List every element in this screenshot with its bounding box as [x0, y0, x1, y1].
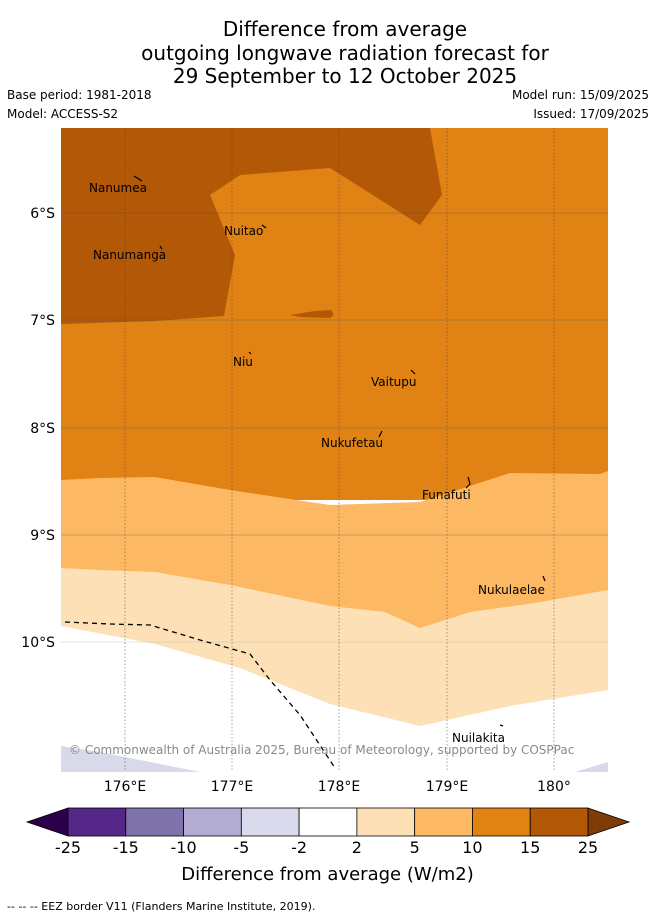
colorbar-tick-label: 5: [410, 838, 420, 857]
colorbar-tick-label: -10: [170, 838, 196, 857]
lat-tick-9s: 9°S: [30, 528, 55, 544]
lon-tick-177e: 177°E: [211, 779, 254, 795]
lat-tick-10s: 10°S: [21, 635, 55, 651]
gridlines: [61, 212, 608, 643]
lon-tick-180: 180°: [537, 779, 571, 795]
colorbar-tick-label: -25: [55, 838, 81, 857]
colorbar-tick-label: -5: [233, 838, 249, 857]
region-15-25-north: [61, 128, 442, 324]
place-label-funafuti: Funafuti: [422, 488, 471, 502]
colorbar-under-arrow: [25, 807, 69, 837]
place-label-nuilakita: Nuilakita: [452, 731, 505, 745]
eez-border: [64, 621, 336, 769]
colorbar-tick-label: -15: [113, 838, 139, 857]
lat-tick-8s: 8°S: [30, 421, 55, 437]
place-label-vaitupu: Vaitupu: [371, 375, 417, 389]
eez-legend: -- -- -- EEZ border V11 (Flanders Marine…: [7, 900, 316, 913]
colorbar-tick-label: 15: [520, 838, 540, 857]
region-neutral: [61, 626, 608, 772]
model-name: Model: ACCESS-S2: [7, 107, 119, 121]
title-line-2: outgoing longwave radiation forecast for: [141, 41, 549, 65]
place-label-nukufetau: Nukufetau: [321, 436, 383, 450]
colorbar-segment: [529, 807, 589, 837]
lon-tick-176e: 176°E: [104, 779, 147, 795]
place-label-nanumanga: Nanumanga: [93, 248, 166, 262]
colorbar: -25 -15 -10 -5 -2 2 5 10 15 25: [25, 807, 631, 857]
place-label-niu: Niu: [233, 355, 253, 369]
lat-tick-7s: 7°S: [30, 313, 55, 329]
colorbar-title: Difference from average (W/m2): [181, 864, 474, 885]
copyright-notice: © Commonwealth of Australia 2025, Bureau…: [69, 743, 574, 757]
place-label-nanumea: Nanumea: [89, 181, 147, 195]
map-area: Nanumea Nuitao Nanumanga Niu Vaitupu Nuk…: [61, 128, 608, 772]
meridians: [124, 128, 555, 772]
colorbar-segment: [125, 807, 184, 837]
colorbar-segment: [414, 807, 473, 837]
colorbar-tick-label: 2: [352, 838, 362, 857]
colorbar-segment: [298, 807, 358, 837]
colorbar-segment: [183, 807, 242, 837]
colorbar-tick-label: 10: [462, 838, 482, 857]
base-period: Base period: 1981-2018: [7, 88, 152, 102]
region-neg5-neg2-sw: [61, 746, 200, 772]
lon-tick-178e: 178°E: [318, 779, 361, 795]
island-marks: [133, 175, 546, 727]
place-label-nukulaelae: Nukulaelae: [478, 583, 545, 597]
title-line-1: Difference from average: [222, 17, 468, 41]
place-label-nuitao: Nuitao: [224, 224, 263, 238]
colorbar-segment: [240, 807, 300, 837]
colorbar-segment: [472, 807, 531, 837]
title-line-3: 29 September to 12 October 2025: [172, 64, 518, 88]
colorbar-segment: [356, 807, 416, 837]
lon-tick-179e: 179°E: [426, 779, 469, 795]
colorbar-tick-label: -2: [291, 838, 307, 857]
region-15-25-patch: [290, 310, 334, 318]
region-neg5-neg2-se: [575, 762, 608, 772]
issued-date: Issued: 17/09/2025: [533, 107, 649, 121]
lat-tick-6s: 6°S: [30, 206, 55, 222]
colorbar-segment: [67, 807, 127, 837]
model-run: Model run: 15/09/2025: [511, 88, 649, 102]
colorbar-tick-label: 25: [578, 838, 598, 857]
colorbar-over-arrow: [587, 807, 631, 837]
